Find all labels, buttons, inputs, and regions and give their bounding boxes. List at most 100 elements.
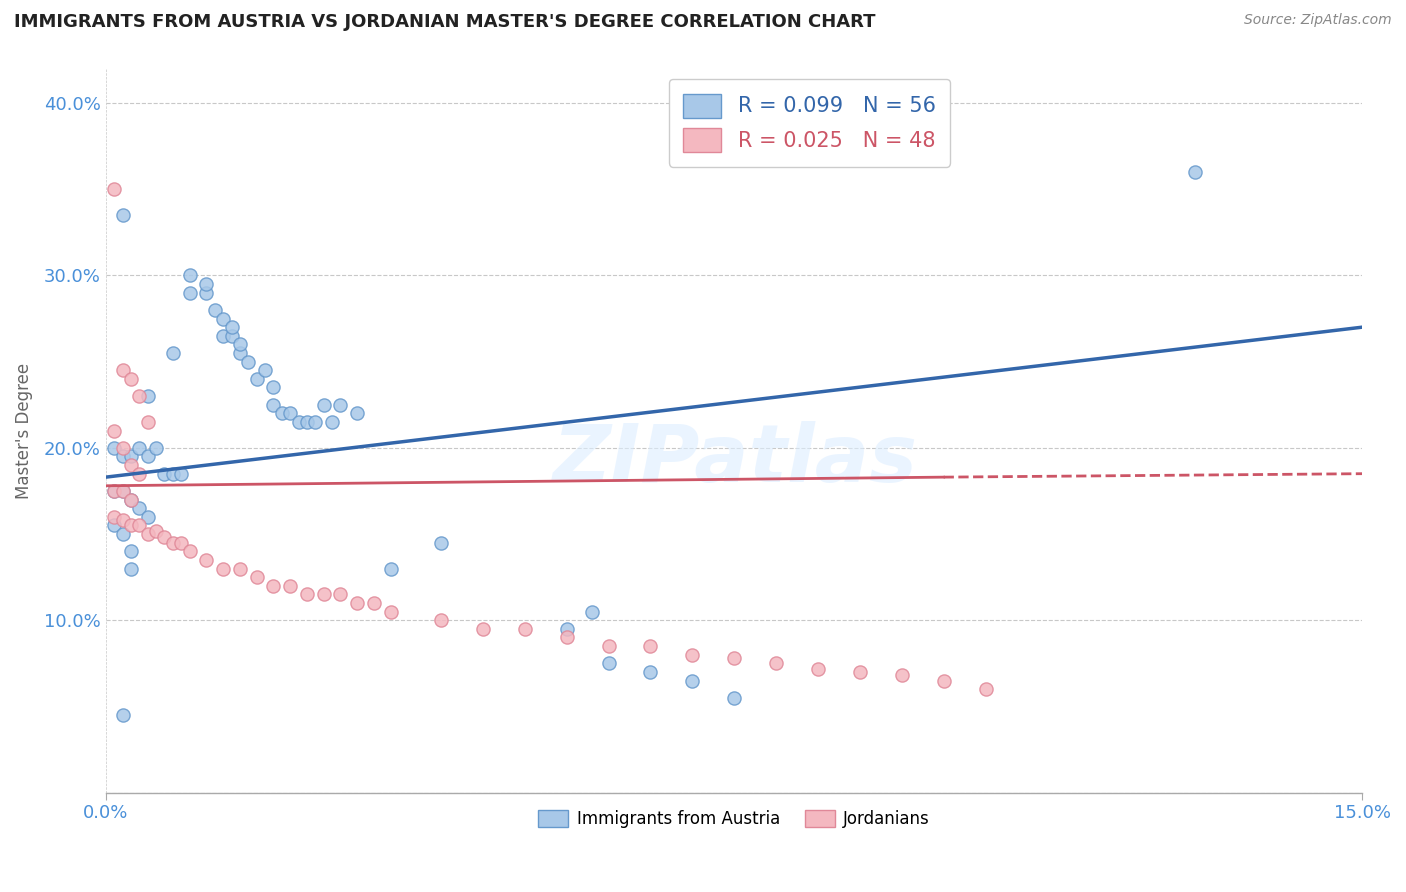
Point bbox=[598, 639, 620, 653]
Point bbox=[111, 363, 134, 377]
Point bbox=[807, 661, 830, 675]
Point bbox=[103, 182, 125, 196]
Point bbox=[120, 518, 142, 533]
Point bbox=[270, 406, 292, 420]
Text: ZIPatlas: ZIPatlas bbox=[551, 420, 917, 499]
Point bbox=[136, 527, 159, 541]
Point bbox=[120, 372, 142, 386]
Point bbox=[162, 535, 184, 549]
Point bbox=[555, 622, 578, 636]
Point bbox=[221, 320, 243, 334]
Point bbox=[136, 509, 159, 524]
Point bbox=[329, 587, 352, 601]
Point bbox=[640, 639, 662, 653]
Point bbox=[170, 467, 193, 481]
Point bbox=[513, 622, 536, 636]
Point bbox=[195, 285, 218, 300]
Point bbox=[103, 424, 125, 438]
Point bbox=[380, 605, 402, 619]
Point bbox=[111, 441, 134, 455]
Point bbox=[162, 346, 184, 360]
Point bbox=[304, 415, 326, 429]
Point bbox=[430, 613, 453, 627]
Point bbox=[430, 535, 453, 549]
Point bbox=[103, 509, 125, 524]
Point bbox=[974, 682, 997, 697]
Point bbox=[262, 579, 284, 593]
Point bbox=[295, 587, 318, 601]
Point bbox=[681, 673, 703, 688]
Point bbox=[1184, 165, 1206, 179]
Point bbox=[179, 285, 201, 300]
Point bbox=[111, 483, 134, 498]
Point bbox=[204, 302, 226, 317]
Text: Source: ZipAtlas.com: Source: ZipAtlas.com bbox=[1244, 13, 1392, 28]
Point bbox=[262, 398, 284, 412]
Point bbox=[346, 596, 368, 610]
Point bbox=[287, 415, 309, 429]
Point bbox=[229, 561, 252, 575]
Point bbox=[145, 524, 167, 538]
Point bbox=[849, 665, 872, 679]
Point bbox=[229, 346, 252, 360]
Point bbox=[136, 415, 159, 429]
Point bbox=[128, 467, 150, 481]
Point bbox=[229, 337, 252, 351]
Point bbox=[890, 668, 912, 682]
Point bbox=[136, 389, 159, 403]
Point bbox=[380, 561, 402, 575]
Point bbox=[120, 492, 142, 507]
Point bbox=[723, 690, 745, 705]
Point bbox=[179, 544, 201, 558]
Point bbox=[111, 513, 134, 527]
Point bbox=[212, 328, 235, 343]
Point bbox=[212, 561, 235, 575]
Point bbox=[346, 406, 368, 420]
Point bbox=[136, 450, 159, 464]
Point bbox=[128, 501, 150, 516]
Text: IMMIGRANTS FROM AUSTRIA VS JORDANIAN MASTER'S DEGREE CORRELATION CHART: IMMIGRANTS FROM AUSTRIA VS JORDANIAN MAS… bbox=[14, 13, 876, 31]
Point bbox=[120, 450, 142, 464]
Point bbox=[640, 665, 662, 679]
Point bbox=[179, 268, 201, 283]
Point bbox=[170, 535, 193, 549]
Point bbox=[195, 553, 218, 567]
Point bbox=[221, 328, 243, 343]
Point bbox=[111, 483, 134, 498]
Point bbox=[321, 415, 343, 429]
Point bbox=[120, 561, 142, 575]
Point bbox=[128, 518, 150, 533]
Point bbox=[128, 389, 150, 403]
Point bbox=[312, 587, 335, 601]
Point bbox=[128, 441, 150, 455]
Point bbox=[153, 467, 176, 481]
Point bbox=[312, 398, 335, 412]
Point bbox=[120, 544, 142, 558]
Point bbox=[120, 458, 142, 472]
Point bbox=[932, 673, 955, 688]
Point bbox=[295, 415, 318, 429]
Point bbox=[111, 708, 134, 723]
Point bbox=[253, 363, 276, 377]
Point bbox=[103, 441, 125, 455]
Point bbox=[111, 208, 134, 222]
Point bbox=[111, 450, 134, 464]
Point bbox=[246, 372, 269, 386]
Point bbox=[278, 579, 301, 593]
Point bbox=[162, 467, 184, 481]
Point bbox=[598, 657, 620, 671]
Point bbox=[555, 631, 578, 645]
Point bbox=[278, 406, 301, 420]
Point bbox=[195, 277, 218, 291]
Point bbox=[145, 441, 167, 455]
Point bbox=[581, 605, 603, 619]
Point bbox=[111, 527, 134, 541]
Point bbox=[363, 596, 385, 610]
Y-axis label: Master's Degree: Master's Degree bbox=[15, 362, 32, 499]
Point bbox=[723, 651, 745, 665]
Point bbox=[120, 492, 142, 507]
Legend: Immigrants from Austria, Jordanians: Immigrants from Austria, Jordanians bbox=[531, 804, 936, 835]
Point bbox=[103, 483, 125, 498]
Point bbox=[103, 483, 125, 498]
Point bbox=[212, 311, 235, 326]
